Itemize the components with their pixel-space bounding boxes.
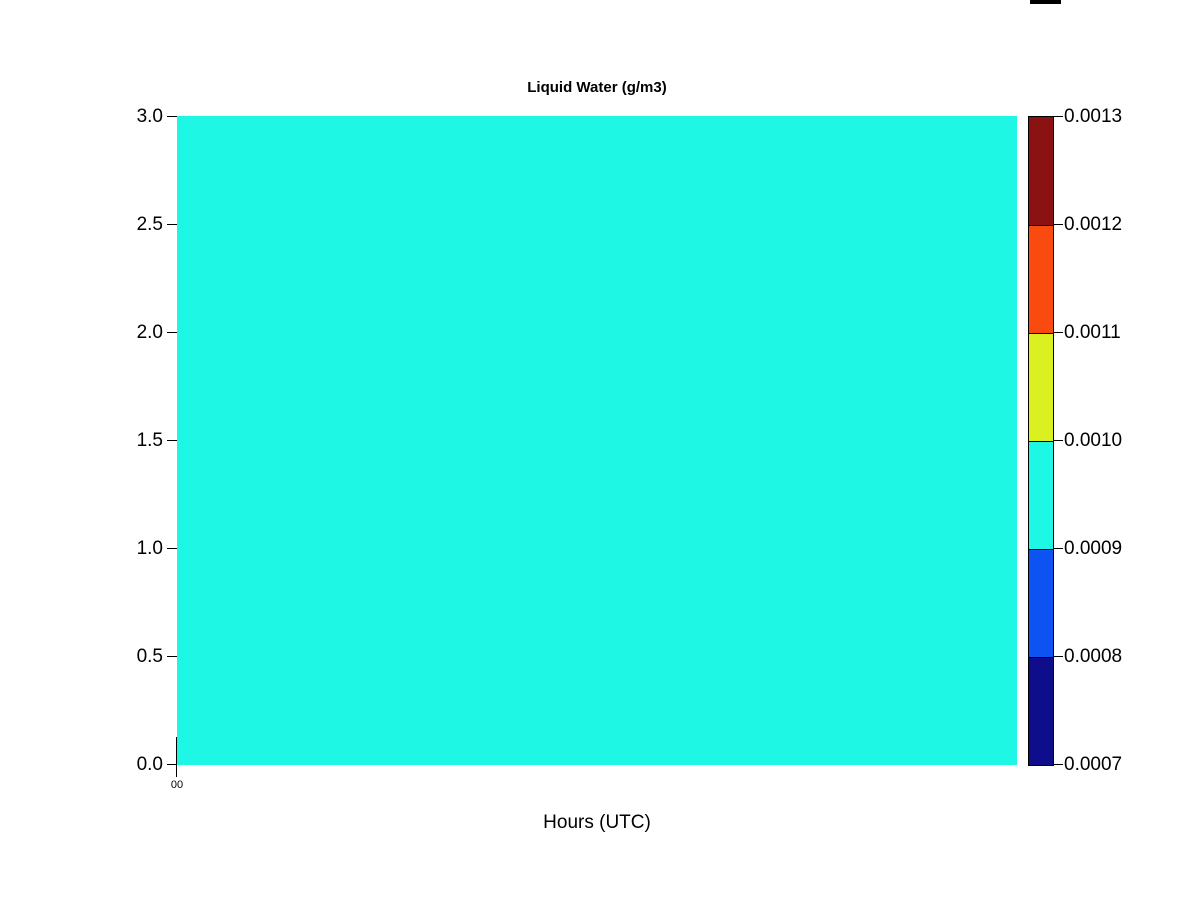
y-tick-mark bbox=[167, 332, 177, 333]
colorbar-segment bbox=[1029, 333, 1053, 441]
y-tick-label: 2.0 bbox=[136, 322, 163, 343]
colorbar-tick-label: 0.0007 bbox=[1064, 754, 1123, 775]
y-tick-label: 1.5 bbox=[136, 430, 163, 451]
colorbar-tick-mark bbox=[1054, 764, 1063, 765]
y-tick-label: 0.5 bbox=[136, 646, 163, 667]
colorbar-boundary-line bbox=[1029, 657, 1053, 658]
colorbar bbox=[1028, 116, 1054, 766]
x-tick-mark bbox=[176, 737, 177, 777]
y-tick-label: 3.0 bbox=[136, 106, 163, 127]
colorbar-segment bbox=[1029, 441, 1053, 549]
y-tick-mark bbox=[167, 440, 177, 441]
colorbar-tick-label: 0.0010 bbox=[1064, 430, 1123, 451]
colorbar-segment bbox=[1029, 549, 1053, 657]
y-tick-label: 0.0 bbox=[136, 754, 163, 775]
y-tick-label: 2.5 bbox=[136, 214, 163, 235]
y-tick-mark bbox=[167, 224, 177, 225]
colorbar-tick-label: 0.0012 bbox=[1064, 214, 1123, 235]
colorbar-tick-label: 0.0008 bbox=[1064, 646, 1123, 667]
x-tick-label: 00 bbox=[170, 779, 184, 791]
heatmap-plot-area bbox=[177, 116, 1017, 765]
colorbar-segment bbox=[1029, 657, 1053, 765]
y-tick-mark bbox=[167, 764, 177, 765]
colorbar-tick-mark bbox=[1054, 224, 1063, 225]
chart-title: Liquid Water (g/m3) bbox=[527, 79, 667, 96]
colorbar-boundary-line bbox=[1029, 441, 1053, 442]
y-tick-label: 1.0 bbox=[136, 538, 163, 559]
top-clipped-artifact-bar bbox=[1030, 0, 1061, 4]
colorbar-tick-mark bbox=[1054, 548, 1063, 549]
y-tick-mark bbox=[167, 656, 177, 657]
y-tick-mark bbox=[167, 116, 177, 117]
colorbar-boundary-line bbox=[1029, 549, 1053, 550]
colorbar-tick-label: 0.0011 bbox=[1064, 322, 1121, 343]
colorbar-boundary-line bbox=[1029, 225, 1053, 226]
colorbar-tick-label: 0.0013 bbox=[1064, 106, 1123, 127]
colorbar-segment bbox=[1029, 117, 1053, 225]
colorbar-tick-mark bbox=[1054, 440, 1063, 441]
colorbar-segment bbox=[1029, 225, 1053, 333]
x-axis-title: Hours (UTC) bbox=[543, 812, 651, 833]
colorbar-tick-label: 0.0009 bbox=[1064, 538, 1123, 559]
colorbar-boundary-line bbox=[1029, 333, 1053, 334]
colorbar-tick-mark bbox=[1054, 656, 1063, 657]
colorbar-tick-mark bbox=[1054, 332, 1063, 333]
y-tick-mark bbox=[167, 548, 177, 549]
colorbar-tick-mark bbox=[1054, 116, 1063, 117]
